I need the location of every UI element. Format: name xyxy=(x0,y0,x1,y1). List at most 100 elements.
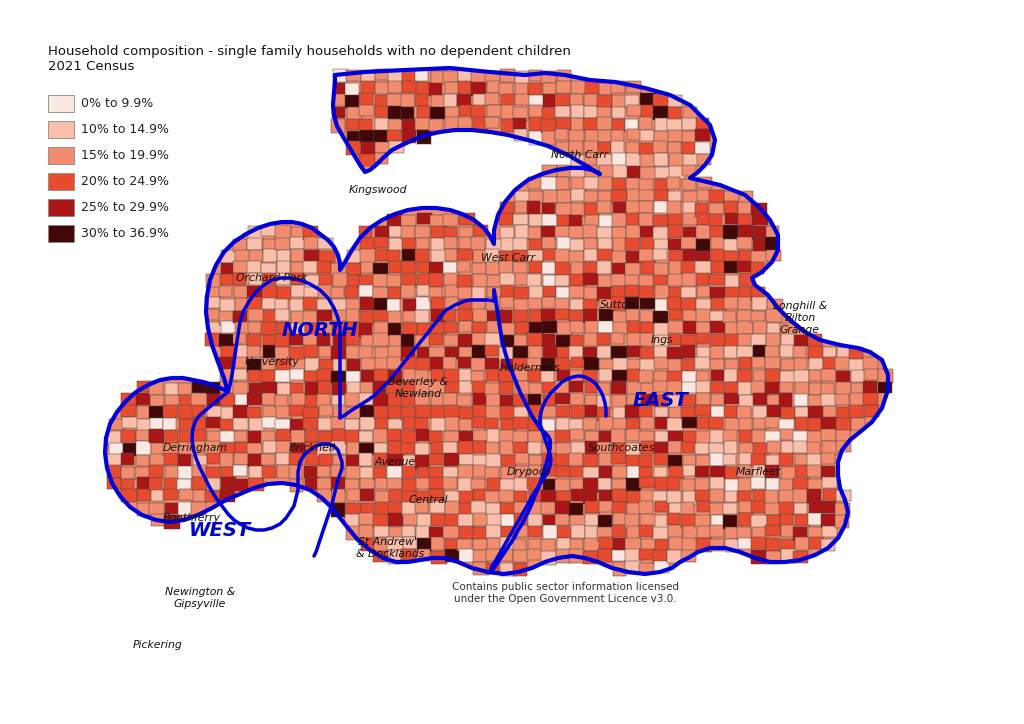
Polygon shape xyxy=(557,164,573,177)
Polygon shape xyxy=(458,478,472,492)
Polygon shape xyxy=(571,357,585,368)
Polygon shape xyxy=(220,393,236,406)
Polygon shape xyxy=(263,405,278,418)
Polygon shape xyxy=(585,431,599,445)
Text: Contains public sector information licensed
under the Open Government Licence v3: Contains public sector information licen… xyxy=(452,582,679,604)
Polygon shape xyxy=(584,177,599,190)
Polygon shape xyxy=(375,369,389,383)
Polygon shape xyxy=(779,419,795,431)
Polygon shape xyxy=(725,359,738,373)
Polygon shape xyxy=(276,466,292,478)
Polygon shape xyxy=(387,71,402,84)
Polygon shape xyxy=(263,441,279,452)
Polygon shape xyxy=(471,358,485,371)
Polygon shape xyxy=(375,249,388,261)
Polygon shape xyxy=(108,478,122,489)
Polygon shape xyxy=(821,466,835,479)
Polygon shape xyxy=(612,562,626,576)
Polygon shape xyxy=(723,515,736,529)
Polygon shape xyxy=(499,490,514,502)
Polygon shape xyxy=(484,467,499,480)
Polygon shape xyxy=(219,311,233,325)
Polygon shape xyxy=(625,285,639,297)
Polygon shape xyxy=(345,418,358,431)
Polygon shape xyxy=(219,431,236,442)
Polygon shape xyxy=(248,322,261,333)
Polygon shape xyxy=(444,347,459,359)
Polygon shape xyxy=(653,274,667,287)
Polygon shape xyxy=(178,418,193,431)
Polygon shape xyxy=(373,381,386,394)
Polygon shape xyxy=(305,430,318,442)
Polygon shape xyxy=(752,203,767,215)
Polygon shape xyxy=(400,430,417,444)
Polygon shape xyxy=(611,141,625,155)
Polygon shape xyxy=(754,393,769,405)
Polygon shape xyxy=(711,227,726,238)
Polygon shape xyxy=(388,441,403,455)
Polygon shape xyxy=(417,274,433,287)
Polygon shape xyxy=(599,359,613,371)
Polygon shape xyxy=(697,418,711,429)
Polygon shape xyxy=(568,346,584,360)
Polygon shape xyxy=(668,524,682,538)
Polygon shape xyxy=(472,333,485,346)
Polygon shape xyxy=(318,274,333,288)
Polygon shape xyxy=(683,310,698,322)
Polygon shape xyxy=(206,333,220,347)
Polygon shape xyxy=(375,237,388,248)
Polygon shape xyxy=(233,273,246,285)
Polygon shape xyxy=(822,347,836,361)
Polygon shape xyxy=(851,370,865,382)
Polygon shape xyxy=(346,332,360,345)
Polygon shape xyxy=(513,262,526,274)
Polygon shape xyxy=(136,393,150,405)
Polygon shape xyxy=(316,298,332,311)
Polygon shape xyxy=(389,527,402,541)
Polygon shape xyxy=(431,250,445,263)
Polygon shape xyxy=(459,432,474,444)
Polygon shape xyxy=(555,479,569,491)
Polygon shape xyxy=(655,167,671,178)
Polygon shape xyxy=(457,94,471,106)
Polygon shape xyxy=(176,479,190,490)
Polygon shape xyxy=(597,227,612,239)
Polygon shape xyxy=(291,227,305,237)
Polygon shape xyxy=(738,334,754,346)
Polygon shape xyxy=(123,443,138,456)
Polygon shape xyxy=(233,286,250,298)
Polygon shape xyxy=(709,190,724,203)
Polygon shape xyxy=(485,345,498,356)
Polygon shape xyxy=(754,238,768,252)
Polygon shape xyxy=(682,538,697,552)
Polygon shape xyxy=(653,371,669,384)
Polygon shape xyxy=(710,477,724,489)
Polygon shape xyxy=(597,395,610,408)
Polygon shape xyxy=(499,83,513,96)
Polygon shape xyxy=(529,383,545,395)
Polygon shape xyxy=(820,429,836,440)
Polygon shape xyxy=(639,213,653,227)
Polygon shape xyxy=(556,347,570,358)
Polygon shape xyxy=(275,225,291,239)
Polygon shape xyxy=(612,479,628,493)
Polygon shape xyxy=(501,285,514,298)
Polygon shape xyxy=(710,345,724,359)
Polygon shape xyxy=(276,273,290,285)
Polygon shape xyxy=(444,432,459,442)
Polygon shape xyxy=(416,429,429,441)
Polygon shape xyxy=(737,310,753,323)
Polygon shape xyxy=(459,321,472,332)
Polygon shape xyxy=(416,335,430,348)
Polygon shape xyxy=(807,454,821,467)
Polygon shape xyxy=(486,442,499,455)
Polygon shape xyxy=(445,248,459,261)
Polygon shape xyxy=(527,332,543,346)
Polygon shape xyxy=(206,467,220,479)
Polygon shape xyxy=(724,297,737,309)
Polygon shape xyxy=(696,501,711,513)
Polygon shape xyxy=(207,479,220,489)
Polygon shape xyxy=(472,321,486,333)
Polygon shape xyxy=(151,395,164,408)
Polygon shape xyxy=(725,491,741,502)
